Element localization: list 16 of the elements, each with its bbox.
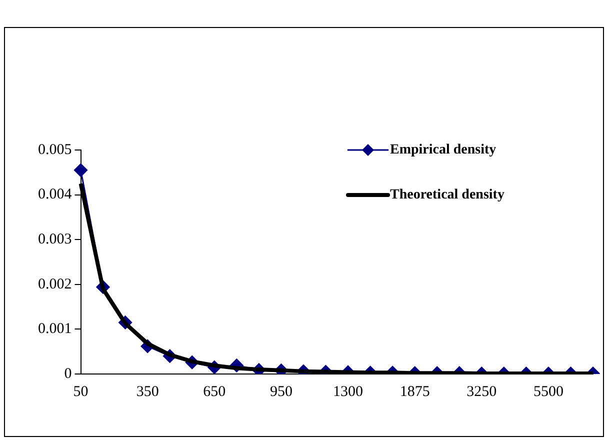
y-tick-label: 0.002 bbox=[38, 276, 72, 292]
x-tick-label: 3250 bbox=[466, 384, 497, 400]
x-tick-label: 650 bbox=[203, 384, 226, 400]
x-tick-label: 5500 bbox=[533, 384, 564, 400]
y-tick-label: 0.005 bbox=[38, 142, 72, 158]
x-tick-label: 1875 bbox=[400, 384, 430, 400]
legend-label: Empirical density bbox=[390, 142, 496, 158]
y-tick-label: 0.004 bbox=[38, 186, 72, 203]
y-tick-label: 0.003 bbox=[38, 232, 72, 248]
x-tick-label: 350 bbox=[136, 384, 159, 400]
x-tick-label: 1300 bbox=[333, 384, 364, 400]
x-tick-label: 50 bbox=[73, 384, 88, 400]
y-tick-label: 0.001 bbox=[38, 321, 72, 338]
legend-label: Theoretical density bbox=[390, 188, 504, 203]
x-tick-label: 950 bbox=[270, 384, 292, 400]
y-tick-label: 0 bbox=[64, 366, 72, 382]
